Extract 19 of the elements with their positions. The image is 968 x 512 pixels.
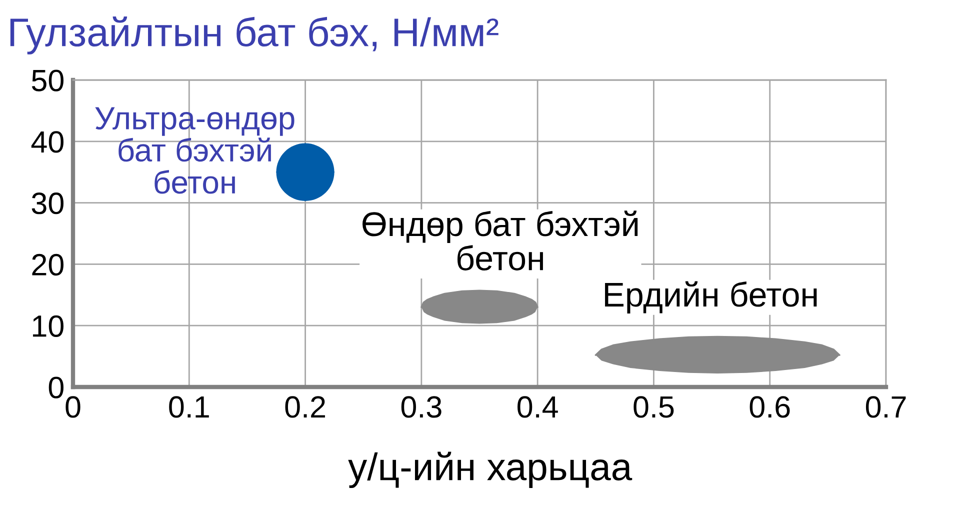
series-label: Ультра-өндөр бат бэхтэй бетон (95, 107, 294, 194)
series-label: Ердийн бетон (605, 281, 817, 314)
x-tick-label: 0.5 (634, 396, 674, 418)
y-tick-label: 50 (32, 70, 64, 92)
y-tick-label: 10 (33, 315, 64, 337)
x-tick-label: 0.1 (169, 396, 209, 418)
y-tick-label: 30 (32, 192, 64, 214)
y-axis-title: Гулзайлтын бат бэх, Н/мм² (10, 16, 498, 54)
x-tick-label: 0 (66, 396, 80, 418)
series-label: Өндөр бат бэхтэй бетон (362, 210, 638, 270)
y-tick-label: 20 (32, 254, 64, 276)
x-axis-title: у/ц-ийн харьцаа (348, 452, 632, 488)
x-tick-label: 0.3 (401, 396, 442, 418)
x-tick-label: 0.2 (285, 396, 325, 418)
y-tick-label: 0 (48, 376, 64, 398)
y-tick-label: 40 (31, 131, 64, 153)
x-tick-label: 0.7 (866, 396, 906, 418)
x-tick-label: 0.4 (518, 396, 558, 418)
x-tick-label: 0.6 (750, 396, 790, 418)
